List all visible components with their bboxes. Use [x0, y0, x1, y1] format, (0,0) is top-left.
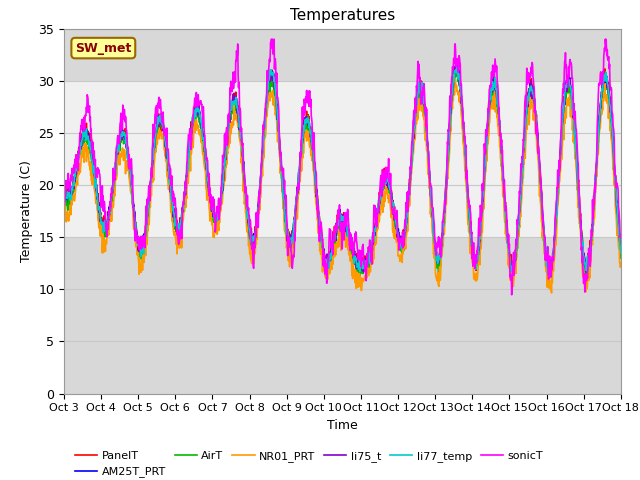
Line: AM25T_PRT: AM25T_PRT: [64, 67, 621, 278]
li75_t: [60, 185, 68, 191]
sonicT: [429, 206, 437, 212]
AM25T_PRT: [170, 219, 178, 225]
Text: SW_met: SW_met: [75, 42, 131, 55]
Bar: [64, 81, 621, 237]
PanelT: [246, 228, 254, 233]
sonicT: [60, 196, 68, 202]
NR01_PRT: [451, 75, 459, 81]
li75_t: [429, 216, 436, 222]
li75_t: [246, 236, 254, 241]
NR01_PRT: [170, 233, 178, 239]
AM25T_PRT: [429, 219, 436, 225]
sonicT: [268, 36, 275, 42]
sonicT: [502, 203, 509, 209]
li77_temp: [453, 63, 461, 69]
PanelT: [617, 251, 625, 256]
AirT: [451, 67, 459, 73]
AirT: [184, 169, 191, 175]
Line: sonicT: sonicT: [64, 39, 621, 295]
li77_temp: [617, 250, 625, 256]
sonicT: [246, 217, 254, 223]
li75_t: [552, 226, 559, 231]
li77_temp: [545, 274, 553, 280]
Y-axis label: Temperature (C): Temperature (C): [20, 160, 33, 262]
AirT: [429, 224, 436, 229]
PanelT: [170, 212, 178, 218]
li77_temp: [184, 156, 191, 161]
li77_temp: [246, 229, 254, 235]
Line: NR01_PRT: NR01_PRT: [64, 78, 621, 293]
AM25T_PRT: [545, 275, 553, 281]
NR01_PRT: [552, 241, 559, 247]
AM25T_PRT: [552, 227, 559, 232]
Title: Temperatures: Temperatures: [290, 9, 395, 24]
li75_t: [454, 59, 461, 65]
PanelT: [552, 225, 559, 231]
AirT: [502, 218, 509, 224]
NR01_PRT: [246, 247, 254, 252]
sonicT: [508, 292, 516, 298]
Legend: PanelT, AM25T_PRT, AirT, NR01_PRT, li75_t, li77_temp, sonicT: PanelT, AM25T_PRT, AirT, NR01_PRT, li75_…: [70, 446, 548, 480]
PanelT: [502, 211, 509, 217]
PanelT: [543, 272, 551, 278]
Line: li77_temp: li77_temp: [64, 66, 621, 277]
AirT: [170, 219, 178, 225]
PanelT: [184, 162, 191, 168]
li75_t: [545, 270, 553, 276]
PanelT: [429, 215, 436, 220]
li77_temp: [502, 215, 509, 221]
li75_t: [184, 165, 191, 170]
sonicT: [170, 203, 178, 208]
PanelT: [453, 62, 461, 68]
PanelT: [60, 186, 68, 192]
li75_t: [170, 213, 178, 219]
NR01_PRT: [184, 175, 191, 181]
sonicT: [617, 233, 625, 239]
AirT: [545, 276, 553, 282]
X-axis label: Time: Time: [327, 419, 358, 432]
AirT: [246, 242, 254, 248]
AirT: [617, 255, 625, 261]
AM25T_PRT: [246, 229, 254, 235]
sonicT: [552, 212, 559, 218]
AM25T_PRT: [617, 249, 625, 255]
AirT: [552, 228, 559, 233]
NR01_PRT: [548, 290, 556, 296]
sonicT: [184, 143, 191, 149]
Line: li75_t: li75_t: [64, 62, 621, 273]
NR01_PRT: [617, 261, 625, 266]
li75_t: [617, 245, 625, 251]
li77_temp: [170, 212, 178, 218]
li77_temp: [552, 223, 559, 228]
AirT: [60, 195, 68, 201]
NR01_PRT: [60, 200, 68, 205]
NR01_PRT: [429, 231, 436, 237]
Line: PanelT: PanelT: [64, 65, 621, 275]
Line: AirT: AirT: [64, 70, 621, 279]
AM25T_PRT: [60, 188, 68, 193]
AM25T_PRT: [502, 218, 509, 224]
NR01_PRT: [502, 226, 509, 232]
AM25T_PRT: [452, 64, 460, 70]
AM25T_PRT: [184, 164, 191, 169]
li77_temp: [60, 182, 68, 188]
li75_t: [502, 209, 509, 215]
li77_temp: [429, 219, 436, 225]
